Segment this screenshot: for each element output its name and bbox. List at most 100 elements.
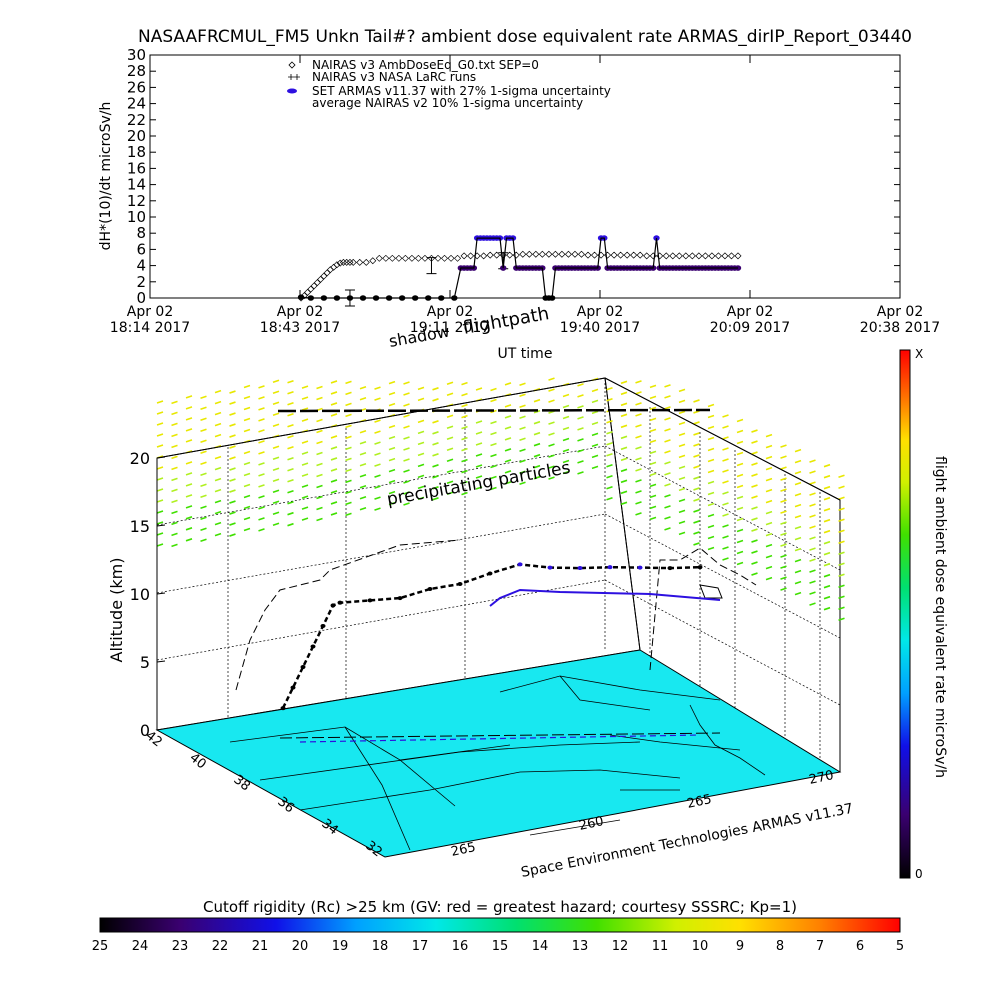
particle-mark bbox=[461, 491, 468, 496]
particle-mark bbox=[620, 501, 628, 506]
particle-mark bbox=[751, 484, 758, 488]
particle-mark bbox=[649, 505, 657, 510]
nairas-v3-point bbox=[401, 254, 409, 262]
altitude-tick-mark bbox=[156, 660, 166, 663]
particle-mark bbox=[287, 379, 294, 384]
particle-mark bbox=[258, 484, 265, 488]
particle-mark bbox=[707, 425, 715, 430]
particle-mark bbox=[577, 394, 584, 398]
particle-mark bbox=[214, 433, 222, 438]
ground-map-plane bbox=[155, 649, 842, 858]
nairas-v3-point bbox=[551, 250, 559, 258]
particle-mark bbox=[243, 450, 251, 455]
altitude-tick-label: 5 bbox=[140, 653, 150, 672]
particle-mark bbox=[823, 518, 831, 523]
particle-mark bbox=[316, 429, 323, 434]
particle-mark bbox=[229, 445, 236, 449]
particle-mark bbox=[548, 476, 555, 480]
particle-mark bbox=[664, 417, 671, 421]
particle-mark bbox=[229, 390, 236, 394]
nairas-v3-point bbox=[395, 254, 403, 262]
particle-mark bbox=[693, 443, 700, 447]
particle-mark bbox=[345, 501, 352, 506]
particle-mark bbox=[519, 415, 526, 420]
particle-mark bbox=[765, 455, 773, 460]
particle-mark bbox=[780, 521, 787, 525]
particle-mark bbox=[765, 576, 773, 581]
particle-mark bbox=[577, 416, 584, 420]
particle-mark bbox=[809, 602, 816, 606]
particle-mark bbox=[562, 404, 570, 409]
particle-mark bbox=[664, 406, 671, 410]
nairas-v3-point bbox=[493, 251, 501, 259]
particle-mark bbox=[185, 494, 193, 498]
particle-mark bbox=[562, 448, 570, 453]
nairas-v3-point bbox=[675, 252, 683, 260]
particle-mark bbox=[446, 425, 454, 429]
particle-mark bbox=[519, 382, 526, 387]
particle-mark bbox=[635, 446, 642, 450]
particle-mark bbox=[780, 532, 787, 536]
particle-mark bbox=[504, 415, 512, 419]
particle-mark bbox=[838, 529, 845, 533]
x-tick-label-date: Apr 02 bbox=[577, 304, 623, 320]
rigidity-tick-label: 16 bbox=[452, 939, 469, 954]
particle-mark bbox=[446, 480, 454, 484]
particle-mark bbox=[794, 525, 802, 530]
particle-mark bbox=[272, 412, 280, 417]
particle-mark bbox=[838, 518, 845, 522]
particle-mark bbox=[229, 533, 236, 537]
particle-mark bbox=[243, 516, 251, 521]
particle-mark bbox=[200, 538, 207, 542]
particle-mark bbox=[693, 421, 700, 425]
particle-mark bbox=[620, 413, 628, 418]
particle-mark bbox=[345, 490, 352, 495]
particle-mark bbox=[243, 472, 251, 477]
dose-colorbar-top-label: X bbox=[915, 347, 923, 361]
particle-mark bbox=[171, 510, 178, 515]
particle-mark bbox=[591, 454, 599, 459]
nairas-v3-point bbox=[610, 251, 618, 259]
particle-mark bbox=[388, 501, 396, 506]
particle-mark bbox=[374, 485, 381, 489]
legend-label-nairas-v2: average NAIRAS v2 10% 1-sigma uncertaint… bbox=[312, 96, 583, 110]
flight-altitude-point bbox=[337, 600, 343, 605]
particle-mark bbox=[562, 426, 570, 431]
particle-mark bbox=[794, 492, 802, 497]
particle-mark bbox=[214, 389, 222, 394]
flight-altitude-point bbox=[577, 566, 583, 571]
particle-mark bbox=[693, 399, 700, 403]
particle-mark bbox=[577, 427, 584, 431]
particle-mark bbox=[359, 385, 367, 390]
flight-altitude-point bbox=[457, 581, 463, 586]
particle-mark bbox=[359, 495, 367, 500]
particle-mark bbox=[330, 446, 338, 450]
annotation-shadow: shadow bbox=[387, 322, 451, 351]
particle-mark bbox=[751, 451, 758, 455]
particle-mark bbox=[809, 569, 816, 573]
back-wall-edge bbox=[604, 377, 641, 651]
particle-mark bbox=[461, 447, 468, 452]
particle-mark bbox=[403, 403, 410, 407]
particle-mark bbox=[664, 461, 671, 465]
particle-mark bbox=[258, 506, 265, 510]
particle-mark bbox=[475, 464, 483, 468]
particle-mark bbox=[258, 429, 265, 433]
particle-mark bbox=[432, 453, 439, 457]
particle-mark bbox=[388, 446, 396, 451]
particle-mark bbox=[461, 414, 468, 419]
particle-mark bbox=[475, 420, 483, 424]
particle-mark bbox=[287, 500, 294, 505]
particle-mark bbox=[287, 434, 294, 439]
particle-mark bbox=[345, 479, 352, 484]
particle-mark bbox=[780, 510, 787, 514]
particle-mark bbox=[156, 422, 164, 426]
particle-mark bbox=[780, 587, 787, 591]
particle-mark bbox=[446, 381, 454, 385]
particle-mark bbox=[374, 397, 381, 401]
particle-mark bbox=[751, 528, 758, 532]
particle-mark bbox=[214, 411, 222, 416]
particle-mark bbox=[171, 499, 178, 504]
particle-mark bbox=[432, 486, 439, 490]
particle-mark bbox=[693, 476, 700, 480]
